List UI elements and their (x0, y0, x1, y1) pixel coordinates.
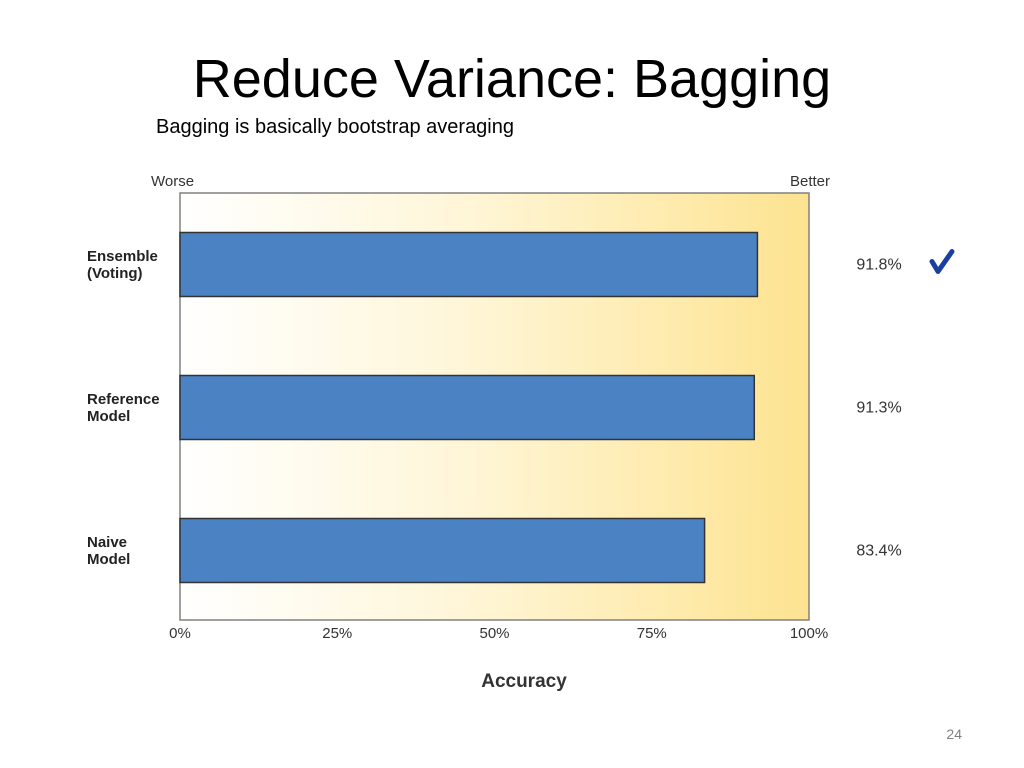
accuracy-bar-chart: Worse Better Ensemble (Voting) Reference Mo… (87, 173, 955, 692)
bar (179, 231, 759, 298)
x-axis-title: Accuracy (481, 671, 567, 692)
category-label: Naive Model (87, 534, 130, 568)
value-label: 83.4% (856, 543, 901, 560)
x-tick-label: 100% (790, 625, 828, 642)
x-tick-label: 75% (637, 625, 667, 642)
value-label: 91.8% (856, 257, 901, 274)
better-label: Better (790, 173, 830, 190)
category-label: Reference Model (87, 391, 160, 425)
x-tick-label: 25% (322, 625, 352, 642)
category-label: Ensemble (Voting) (87, 248, 158, 282)
slide-number: 24 (946, 726, 962, 742)
x-tick-label: 0% (169, 625, 191, 642)
worse-label: Worse (151, 173, 194, 190)
x-tick-label: 50% (479, 625, 509, 642)
bar (179, 374, 756, 441)
slide-title: Reduce Variance: Bagging (192, 49, 832, 109)
checkmark-icon (929, 249, 955, 274)
value-label: 91.3% (856, 400, 901, 417)
slide-subtitle: Bagging is basically bootstrap averaging (156, 116, 514, 138)
bar (179, 517, 706, 584)
